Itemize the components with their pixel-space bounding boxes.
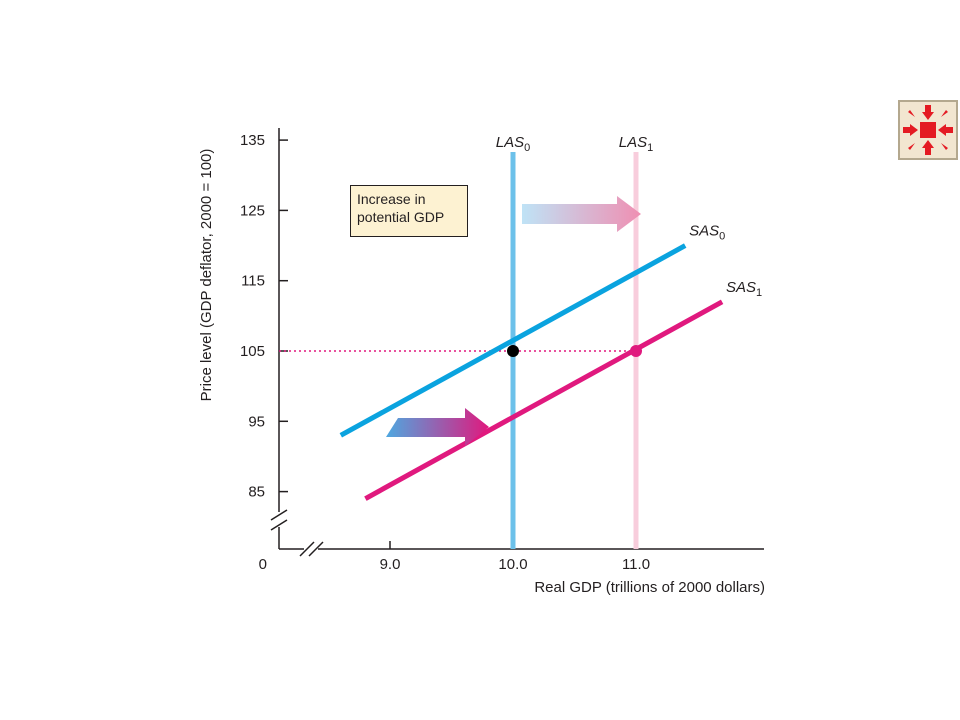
equilibrium-point (630, 345, 642, 357)
y-tick-label: 105 (240, 343, 265, 360)
equilibrium-point (507, 345, 519, 357)
sas-shift-arrow (386, 408, 489, 446)
shrink-view-button[interactable] (898, 100, 958, 160)
x-axis-title: Real GDP (trillions of 2000 dollars) (534, 579, 765, 596)
las-1-label-sub: 1 (647, 142, 653, 154)
x-tick-label: 9.0 (380, 556, 401, 573)
sas-1-label-sub: 1 (756, 287, 762, 299)
x-axis-break-mark-1 (299, 541, 315, 557)
y-tick-label: 135 (240, 132, 265, 149)
y-tick-label: 125 (240, 202, 265, 219)
x-ticks: 9.0 10.0 11.0 (380, 541, 650, 573)
y-tick-label: 115 (241, 273, 265, 290)
annotation-box: Increase in potential GDP (350, 185, 468, 237)
annotation-text: Increase in potential GDP (357, 191, 445, 225)
sas-0-label-name: SAS (689, 223, 719, 240)
x-tick-label: 10.0 (498, 556, 527, 573)
sas-0-label: SAS0 (689, 223, 725, 243)
arrows-converge-icon (903, 105, 953, 155)
sas-1-label: SAS1 (726, 279, 762, 299)
y-axis-break-mark-1 (270, 509, 288, 521)
y-tick-label: 95 (248, 413, 265, 430)
sas-0-label-sub: 0 (719, 231, 725, 243)
y-axis-break-mark-2 (270, 519, 288, 531)
points-layer (507, 345, 642, 357)
x-axis-break-mark-2 (308, 541, 324, 557)
y-axis-title: Price level (GDP deflator, 2000 = 100) (198, 149, 215, 402)
las-0-label-name: LAS (496, 134, 524, 151)
y-tick-label: 85 (248, 484, 265, 501)
sas-0-curve (339, 243, 687, 438)
y-ticks: 135 125 115 105 95 85 (240, 132, 288, 501)
las-0-label: LAS0 (496, 134, 530, 154)
las-1-label: LAS1 (619, 134, 653, 154)
sas-1-label-name: SAS (726, 279, 756, 296)
x-tick-label: 11.0 (622, 556, 650, 573)
sas-1-curve (364, 299, 724, 501)
las-1-label-name: LAS (619, 134, 647, 151)
las-shift-arrow (522, 196, 641, 232)
axes (270, 128, 764, 557)
las-0-label-sub: 0 (524, 142, 530, 154)
y-origin-label: 0 (259, 556, 267, 573)
